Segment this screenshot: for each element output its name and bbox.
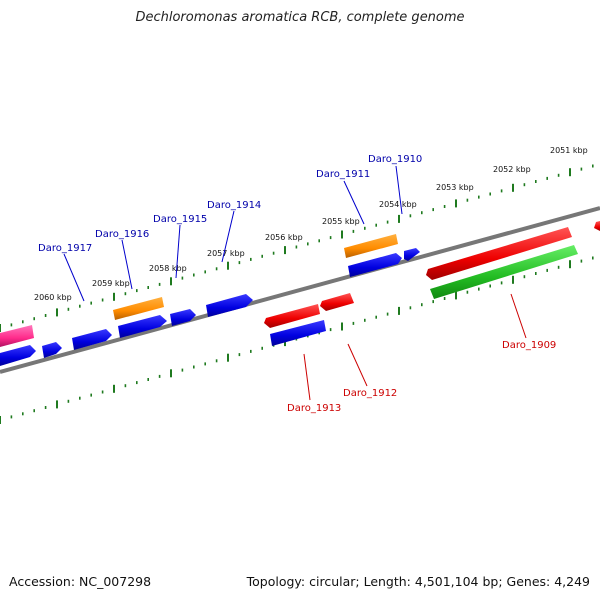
kbp-labels: 2051 kbp 2052 kbp 2053 kbp 2054 kbp 2055… <box>34 146 588 302</box>
gene-arrow-blue[interactable] <box>270 320 326 346</box>
accession-text: Accession: NC_007298 <box>9 574 152 589</box>
kbp-label: 2058 kbp <box>149 264 187 273</box>
gene-arrow-red[interactable] <box>426 227 572 280</box>
lower-tick-track <box>0 256 594 424</box>
gene-label: Daro_1917 <box>38 243 92 254</box>
gene-label: Daro_1912 <box>343 388 397 399</box>
gene-arrow-blue[interactable] <box>72 329 112 350</box>
gene-arrow-green[interactable] <box>430 245 578 299</box>
gene-arrow-orange[interactable] <box>344 234 398 258</box>
genome-stats-text: Topology: circular; Length: 4,501,104 bp… <box>246 574 590 589</box>
kbp-label: 2057 kbp <box>207 249 245 258</box>
kbp-label: 2060 kbp <box>34 293 72 302</box>
gene-arrow-blue[interactable] <box>0 345 36 366</box>
gene-label: Daro_1915 <box>153 214 207 225</box>
kbp-label: 2055 kbp <box>322 217 360 226</box>
gene-label: Daro_1909 <box>502 340 556 351</box>
kbp-label: 2053 kbp <box>436 183 474 192</box>
gene-label: Daro_1911 <box>316 169 370 180</box>
kbp-label: 2059 kbp <box>92 279 130 288</box>
gene-arrow-pink[interactable] <box>0 325 34 347</box>
label-leaders-bottom <box>303 293 527 401</box>
gene-arrow-red[interactable] <box>594 221 600 231</box>
gene-label: Daro_1914 <box>207 200 261 211</box>
label-leaders-top <box>63 165 403 302</box>
kbp-label: 2051 kbp <box>550 146 588 155</box>
gene-arrow-red[interactable] <box>264 304 320 328</box>
gene-features <box>0 221 600 366</box>
kbp-label: 2056 kbp <box>265 233 303 242</box>
gene-labels: Daro_1910 Daro_1911 Daro_1914 Daro_1915 … <box>38 154 556 414</box>
gene-label: Daro_1916 <box>95 229 149 240</box>
gene-arrow-blue[interactable] <box>404 248 420 261</box>
genome-title: Dechloromonas aromatica RCB, complete ge… <box>135 10 465 25</box>
kbp-label: 2052 kbp <box>493 165 531 174</box>
gene-arrow-blue[interactable] <box>170 309 196 326</box>
gene-arrow-blue[interactable] <box>348 253 402 277</box>
gene-arrow-red[interactable] <box>320 293 354 311</box>
gene-arrow-blue[interactable] <box>206 294 253 317</box>
gene-label: Daro_1910 <box>368 154 422 165</box>
gene-label: Daro_1913 <box>287 403 341 414</box>
upper-tick-track <box>0 164 594 332</box>
gene-arrow-blue[interactable] <box>118 315 167 338</box>
genome-axis <box>0 206 600 374</box>
kbp-label: 2054 kbp <box>379 200 417 209</box>
gene-arrow-orange[interactable] <box>113 297 164 320</box>
gene-arrow-blue[interactable] <box>42 342 62 358</box>
